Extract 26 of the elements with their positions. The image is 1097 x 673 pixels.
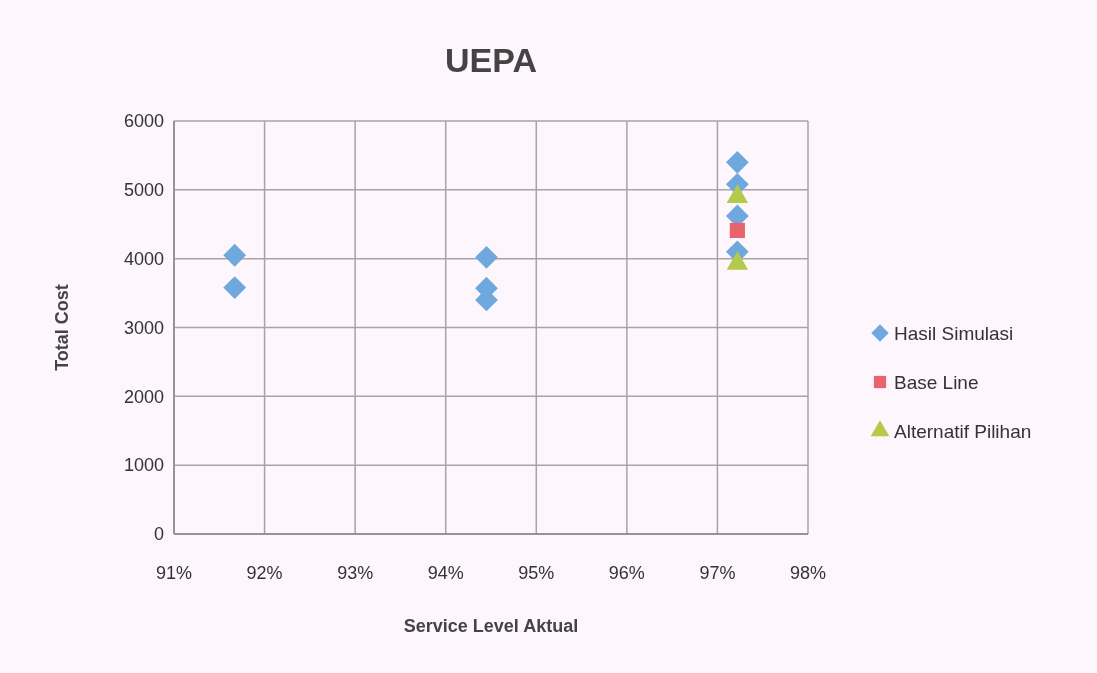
y-tick-label: 0 — [153, 524, 164, 545]
point — [475, 245, 498, 269]
point — [223, 243, 247, 267]
y-tick-label: 2000 — [123, 386, 164, 407]
legend-label: Hasil Simulasi — [894, 322, 1014, 344]
point — [223, 276, 247, 299]
x-axis-title: Service Level Aktual — [403, 616, 579, 636]
y-tick-label: 1000 — [123, 455, 164, 476]
x-tick-label: 96% — [608, 563, 645, 583]
legend-label: Alternatif Pilihan — [894, 420, 1032, 442]
x-tick-label: 92% — [246, 563, 283, 583]
point — [729, 222, 745, 239]
x-tick-label: 91% — [155, 563, 193, 583]
y-tick-label: 6000 — [123, 111, 164, 132]
x-tick-label: 98% — [789, 563, 827, 583]
x-tick-label: 95% — [518, 563, 555, 583]
x-tick-label: 93% — [337, 563, 374, 583]
y-tick-label: 3000 — [123, 317, 164, 338]
y-tick-label: 5000 — [123, 180, 164, 201]
x-tick-label: 97% — [699, 563, 736, 583]
chart-title: UEPA — [445, 41, 537, 79]
x-tick-label: 94% — [427, 563, 464, 583]
point — [725, 150, 749, 174]
y-axis-title: Total Cost — [52, 284, 72, 371]
legend-label: Base Line — [894, 371, 979, 393]
y-tick-label: 4000 — [123, 248, 164, 269]
